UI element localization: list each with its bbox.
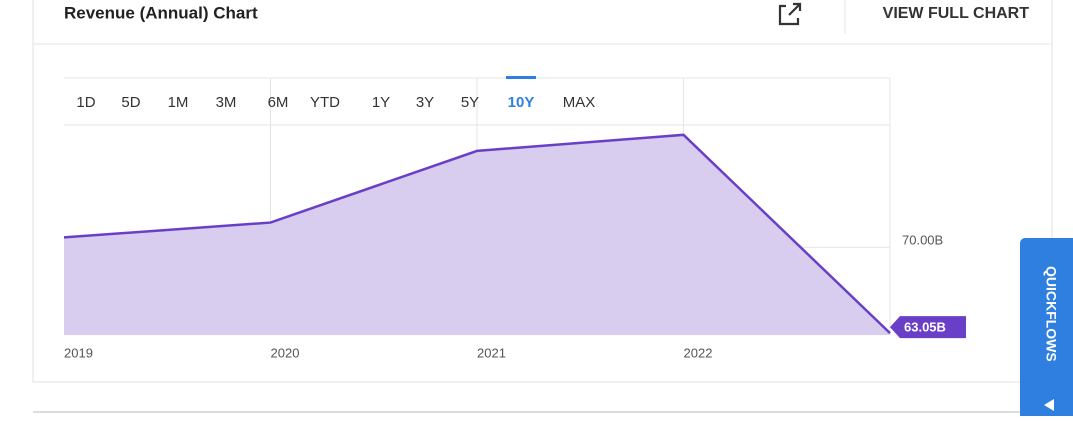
y-tick-label: 70.00B — [902, 233, 943, 248]
range-button[interactable]: YTD — [310, 94, 340, 111]
range-button[interactable]: 1M — [168, 94, 189, 111]
value-label: 63.05B — [904, 320, 946, 335]
x-tick-label: 2022 — [684, 345, 713, 360]
range-button[interactable]: 1D — [76, 94, 95, 111]
card-title: Revenue (Annual) Chart — [64, 3, 258, 22]
area — [64, 134, 890, 335]
x-tick-label: 2021 — [477, 345, 506, 360]
line — [63, 133, 891, 335]
x-tick-label: 2019 — [64, 345, 93, 360]
tab-label: QUICKFLOWS — [1043, 266, 1059, 362]
range-button[interactable]: MAX — [563, 94, 596, 111]
quickflows-tab[interactable]: QUICKFLOWS — [1020, 238, 1073, 421]
range-button[interactable]: 5D — [121, 94, 140, 111]
x-tick-label: 2020 — [271, 345, 300, 360]
tab-arrow — [1044, 399, 1054, 411]
range-button[interactable]: 10Y — [508, 94, 535, 111]
range-button[interactable]: 5Y — [461, 94, 479, 111]
range-button[interactable]: 6M — [268, 94, 289, 111]
range-button[interactable]: 1Y — [372, 94, 390, 111]
tab-bg — [1020, 238, 1073, 421]
external-link-icon[interactable] — [778, 2, 802, 26]
view-full-chart[interactable]: VIEW FULL CHART — [883, 5, 1030, 22]
range-button[interactable]: 3M — [216, 94, 237, 111]
range-button[interactable]: 3Y — [416, 94, 434, 111]
value-badge — [890, 316, 966, 339]
range-indicator — [506, 76, 536, 79]
